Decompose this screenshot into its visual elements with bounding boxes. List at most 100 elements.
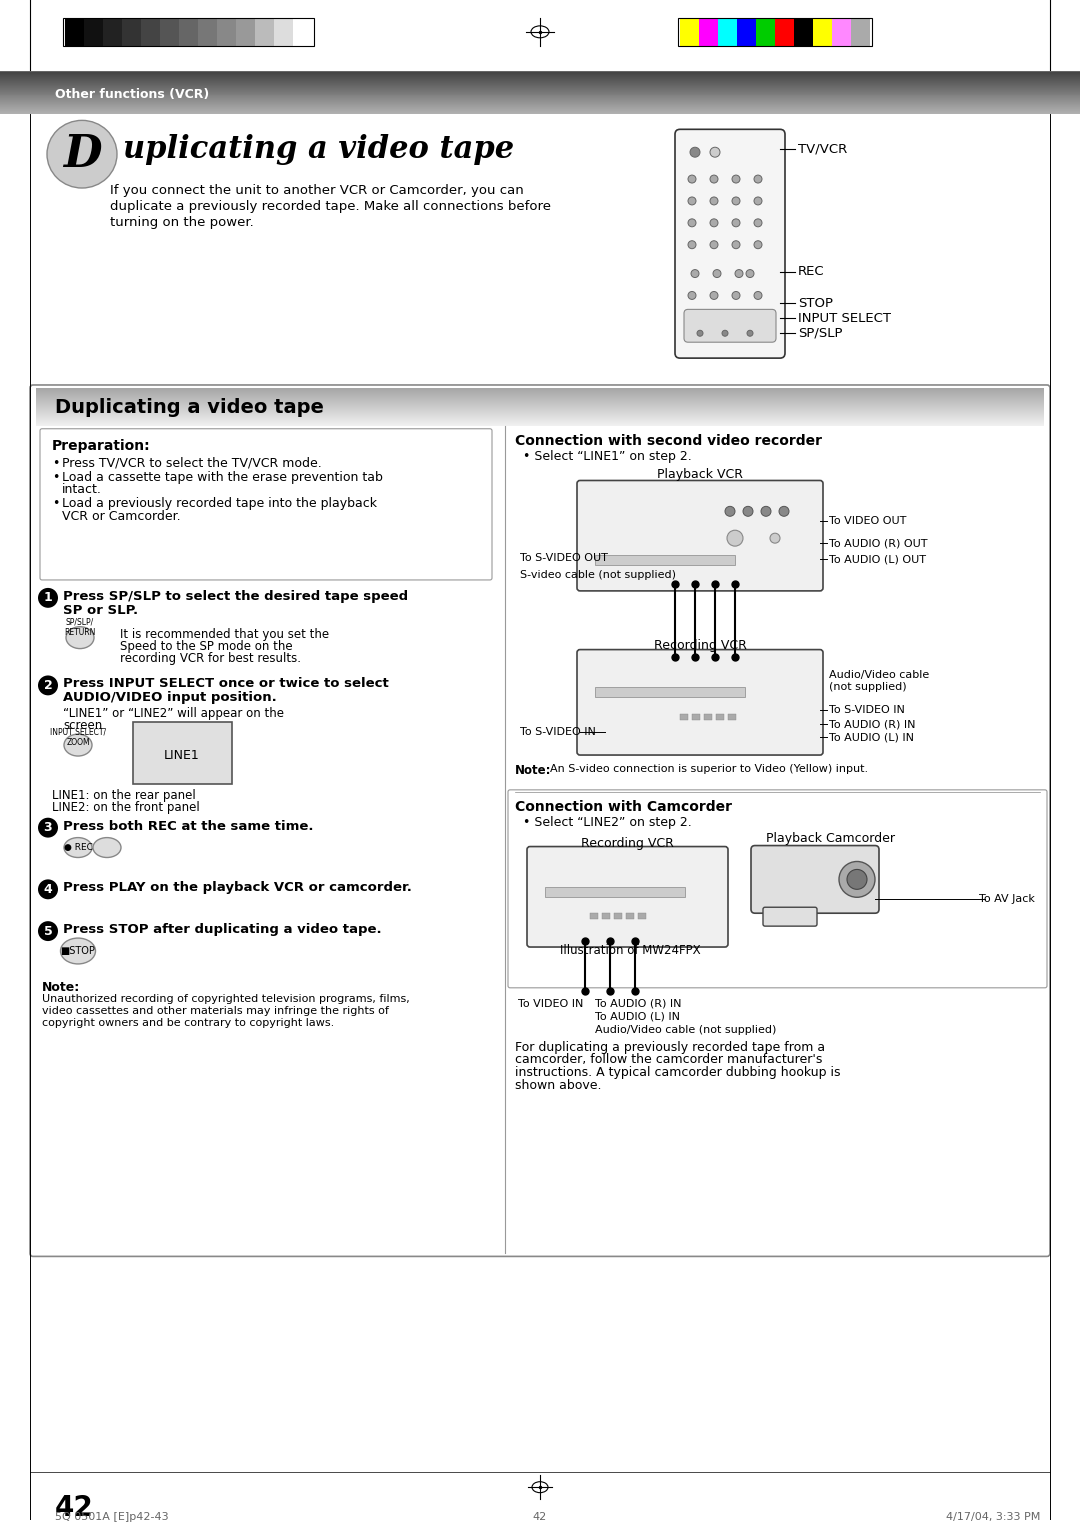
- Text: AUDIO/VIDEO input position.: AUDIO/VIDEO input position.: [63, 691, 276, 704]
- Bar: [122, 18, 141, 46]
- Ellipse shape: [66, 626, 94, 648]
- Text: REC: REC: [798, 264, 825, 278]
- FancyBboxPatch shape: [751, 845, 879, 914]
- Text: Press INPUT SELECT once or twice to select: Press INPUT SELECT once or twice to sele…: [63, 677, 389, 691]
- Text: ■STOP: ■STOP: [60, 946, 95, 957]
- Circle shape: [710, 147, 720, 157]
- Text: 4: 4: [43, 883, 52, 895]
- Circle shape: [727, 530, 743, 545]
- Bar: [678, 18, 872, 46]
- Text: video cassettes and other materials may infringe the rights of: video cassettes and other materials may …: [42, 1005, 389, 1016]
- Text: intact.: intact.: [62, 483, 102, 497]
- Bar: [680, 714, 688, 720]
- Text: 42: 42: [55, 1494, 94, 1522]
- Text: LINE1: LINE1: [164, 749, 200, 761]
- Bar: [626, 914, 634, 920]
- Text: instructions. A typical camcorder dubbing hookup is: instructions. A typical camcorder dubbin…: [515, 1067, 840, 1079]
- Bar: [595, 555, 735, 565]
- Text: LINE2: on the front panel: LINE2: on the front panel: [52, 801, 200, 814]
- Bar: [160, 18, 179, 46]
- Text: • Select “LINE1” on step 2.: • Select “LINE1” on step 2.: [523, 449, 692, 463]
- Circle shape: [779, 506, 789, 516]
- Text: Unauthorized recording of copyrighted television programs, films,: Unauthorized recording of copyrighted te…: [42, 993, 409, 1004]
- Text: To S-VIDEO IN: To S-VIDEO IN: [519, 727, 596, 736]
- Circle shape: [754, 197, 762, 205]
- FancyBboxPatch shape: [577, 649, 823, 755]
- Text: Other functions (VCR): Other functions (VCR): [55, 87, 210, 101]
- Bar: [832, 18, 851, 46]
- Circle shape: [688, 176, 696, 183]
- Text: Preparation:: Preparation:: [52, 439, 150, 452]
- Circle shape: [710, 197, 718, 205]
- Text: VCR or Camcorder.: VCR or Camcorder.: [62, 510, 180, 523]
- Circle shape: [710, 219, 718, 226]
- Text: •: •: [52, 471, 59, 483]
- Bar: [813, 18, 832, 46]
- Circle shape: [754, 241, 762, 249]
- Text: Press both REC at the same time.: Press both REC at the same time.: [63, 819, 313, 833]
- Text: To AUDIO (L) OUT: To AUDIO (L) OUT: [829, 555, 926, 564]
- Circle shape: [38, 675, 58, 695]
- Circle shape: [38, 588, 58, 608]
- Text: To S-VIDEO IN: To S-VIDEO IN: [829, 706, 905, 715]
- Circle shape: [725, 506, 735, 516]
- Circle shape: [732, 292, 740, 299]
- Bar: [217, 18, 237, 46]
- Text: To AUDIO (L) IN: To AUDIO (L) IN: [595, 1012, 680, 1022]
- Bar: [237, 18, 255, 46]
- Bar: [680, 18, 699, 46]
- Ellipse shape: [60, 938, 95, 964]
- Text: D: D: [63, 133, 102, 176]
- Circle shape: [839, 862, 875, 897]
- Text: duplicate a previously recorded tape. Make all connections before: duplicate a previously recorded tape. Ma…: [110, 200, 551, 212]
- Text: Press STOP after duplicating a video tape.: Press STOP after duplicating a video tap…: [63, 923, 381, 937]
- Circle shape: [747, 330, 753, 336]
- Circle shape: [38, 817, 58, 837]
- Text: 42: 42: [532, 1513, 548, 1522]
- Bar: [638, 914, 646, 920]
- Text: LINE1: on the rear panel: LINE1: on the rear panel: [52, 788, 195, 802]
- FancyBboxPatch shape: [684, 309, 777, 342]
- Ellipse shape: [64, 837, 92, 857]
- Text: Note:: Note:: [42, 981, 80, 993]
- Bar: [65, 18, 84, 46]
- Text: •: •: [52, 457, 59, 469]
- Bar: [692, 714, 700, 720]
- Text: Load a cassette tape with the erase prevention tab: Load a cassette tape with the erase prev…: [62, 471, 383, 483]
- Bar: [63, 18, 314, 46]
- Bar: [545, 888, 685, 897]
- Text: Speed to the SP mode on the: Speed to the SP mode on the: [120, 640, 293, 652]
- Text: Note:: Note:: [515, 764, 552, 778]
- Circle shape: [754, 176, 762, 183]
- Text: To AUDIO (R) OUT: To AUDIO (R) OUT: [829, 538, 928, 549]
- FancyBboxPatch shape: [762, 908, 816, 926]
- Text: Connection with Camcorder: Connection with Camcorder: [515, 799, 732, 814]
- FancyBboxPatch shape: [527, 847, 728, 947]
- Bar: [198, 18, 217, 46]
- Text: To VIDEO IN: To VIDEO IN: [518, 999, 583, 1008]
- Circle shape: [710, 292, 718, 299]
- Text: 5Q 0501A [E]p42-43: 5Q 0501A [E]p42-43: [55, 1513, 168, 1522]
- Text: INPUT SELECT/
ZOOM: INPUT SELECT/ ZOOM: [50, 727, 106, 747]
- Circle shape: [690, 147, 700, 157]
- Text: Playback VCR: Playback VCR: [657, 468, 743, 480]
- Bar: [274, 18, 293, 46]
- FancyBboxPatch shape: [40, 429, 492, 581]
- Circle shape: [688, 241, 696, 249]
- FancyBboxPatch shape: [675, 130, 785, 358]
- Text: Connection with second video recorder: Connection with second video recorder: [515, 434, 822, 448]
- Circle shape: [38, 880, 58, 900]
- Bar: [103, 18, 122, 46]
- Circle shape: [732, 176, 740, 183]
- FancyBboxPatch shape: [577, 480, 823, 591]
- Text: Playback Camcorder: Playback Camcorder: [766, 831, 894, 845]
- Text: uplicating a video tape: uplicating a video tape: [123, 134, 514, 165]
- Text: 2: 2: [43, 678, 52, 692]
- FancyBboxPatch shape: [508, 790, 1047, 987]
- Text: S-video cable (not supplied): S-video cable (not supplied): [519, 570, 676, 581]
- Text: • Select “LINE2” on step 2.: • Select “LINE2” on step 2.: [523, 816, 692, 828]
- Circle shape: [770, 533, 780, 542]
- Text: It is recommended that you set the: It is recommended that you set the: [120, 628, 329, 640]
- Text: Press TV/VCR to select the TV/VCR mode.: Press TV/VCR to select the TV/VCR mode.: [62, 457, 322, 469]
- Text: TV/VCR: TV/VCR: [798, 142, 847, 156]
